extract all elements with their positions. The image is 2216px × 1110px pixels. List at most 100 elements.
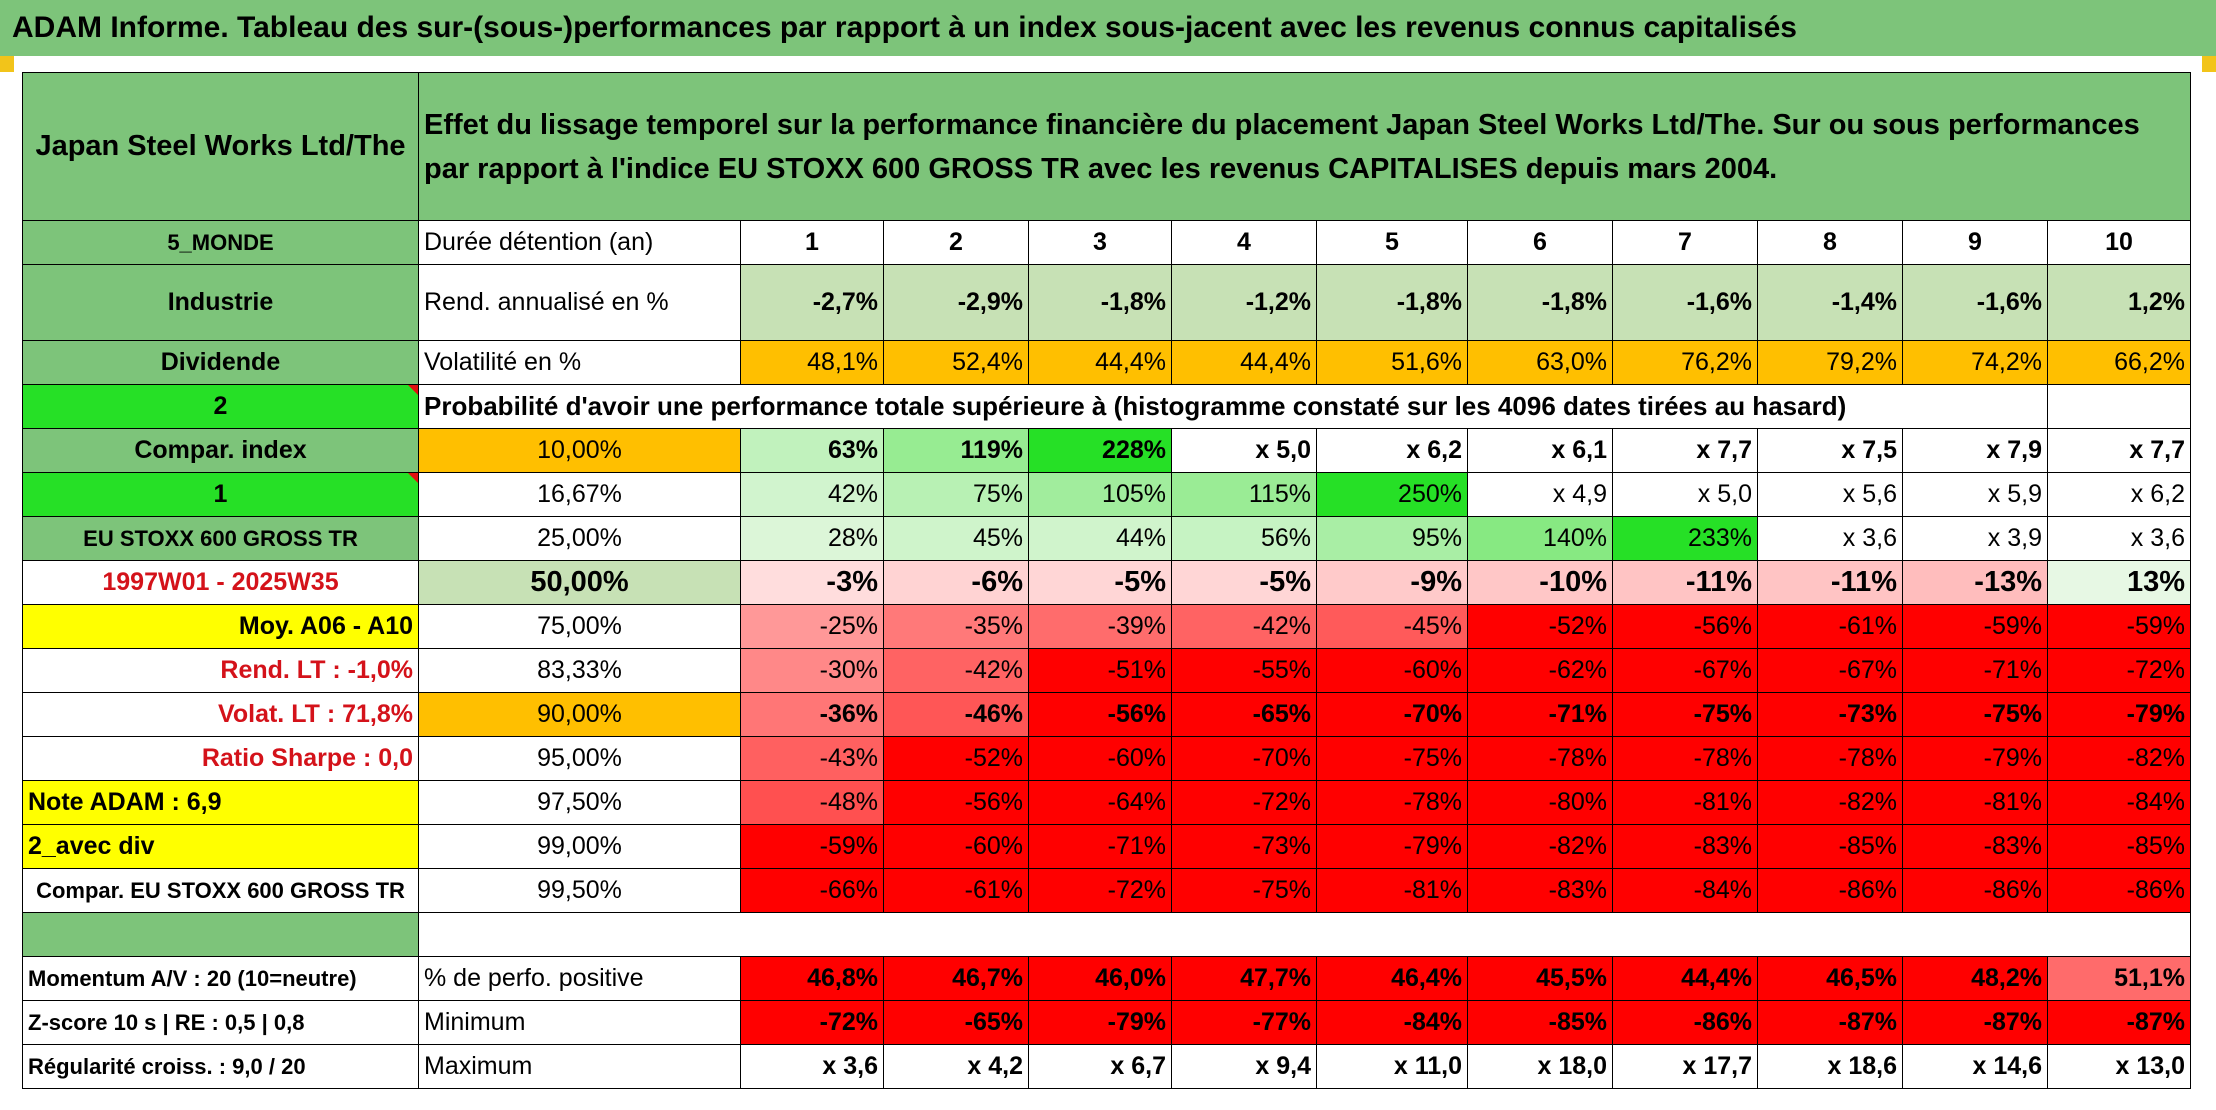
probability-cell: -25% bbox=[740, 604, 884, 649]
rend-cell: -2,7% bbox=[740, 264, 884, 341]
empty-cell bbox=[1902, 384, 2048, 429]
probability-cell: -43% bbox=[740, 736, 884, 781]
probability-cell: -83% bbox=[1467, 868, 1613, 913]
volat-lt-label: Volat. LT : 71,8% bbox=[22, 692, 419, 737]
probability-cell: -51% bbox=[1028, 648, 1172, 693]
probability-cell: -70% bbox=[1316, 692, 1468, 737]
probability-cell: -72% bbox=[1028, 868, 1172, 913]
probability-cell: -5% bbox=[1028, 560, 1172, 605]
probability-cell: -10% bbox=[1467, 560, 1613, 605]
dividend-label: Dividende bbox=[22, 340, 419, 385]
probability-cell: -56% bbox=[1612, 604, 1758, 649]
probability-cell: 228% bbox=[1028, 428, 1172, 473]
probability-cell: -86% bbox=[1757, 868, 1903, 913]
probability-level: 16,67% bbox=[418, 472, 741, 517]
probability-cell: -83% bbox=[1902, 824, 2048, 869]
probability-cell: -60% bbox=[883, 824, 1029, 869]
probability-cell: -46% bbox=[883, 692, 1029, 737]
probability-cell: -73% bbox=[1171, 824, 1317, 869]
probability-cell: -81% bbox=[1316, 868, 1468, 913]
probability-cell: -36% bbox=[740, 692, 884, 737]
probability-cell: -56% bbox=[883, 780, 1029, 825]
probability-cell: -84% bbox=[2047, 780, 2191, 825]
probability-cell: x 3,6 bbox=[1757, 516, 1903, 561]
pct-positive-cell: 47,7% bbox=[1171, 956, 1317, 1001]
probability-cell: -61% bbox=[1757, 604, 1903, 649]
probability-cell: -67% bbox=[1757, 648, 1903, 693]
probability-cell: -78% bbox=[1612, 736, 1758, 781]
probability-cell: -60% bbox=[1316, 648, 1468, 693]
maximum-cell: x 14,6 bbox=[1902, 1044, 2048, 1089]
probability-cell: -42% bbox=[883, 648, 1029, 693]
vol-cell: 48,1% bbox=[740, 340, 884, 385]
probability-cell: -78% bbox=[1757, 736, 1903, 781]
col-header: 5 bbox=[1316, 220, 1468, 265]
vol-cell: 51,6% bbox=[1316, 340, 1468, 385]
col-header: 6 bbox=[1467, 220, 1613, 265]
empty-cell bbox=[2047, 384, 2191, 429]
probability-cell: -84% bbox=[1612, 868, 1758, 913]
probability-cell: x 7,7 bbox=[1612, 428, 1758, 473]
minimum-cell: -87% bbox=[1757, 1000, 1903, 1045]
probability-cell: -45% bbox=[1316, 604, 1468, 649]
pct-positive-cell: 46,8% bbox=[740, 956, 884, 1001]
minimum-cell: -84% bbox=[1316, 1000, 1468, 1045]
minimum-cell: -87% bbox=[1902, 1000, 2048, 1045]
probability-cell: -80% bbox=[1467, 780, 1613, 825]
minimum-cell: -77% bbox=[1171, 1000, 1317, 1045]
probability-cell: x 7,5 bbox=[1757, 428, 1903, 473]
compar-full-label: Compar. EU STOXX 600 GROSS TR bbox=[22, 868, 419, 913]
probability-cell: -71% bbox=[1467, 692, 1613, 737]
probability-cell: 233% bbox=[1612, 516, 1758, 561]
sharpe-label: Ratio Sharpe : 0,0 bbox=[22, 736, 419, 781]
maximum-cell: x 18,0 bbox=[1467, 1044, 1613, 1089]
vol-cell: 66,2% bbox=[2047, 340, 2191, 385]
minimum-label: Minimum bbox=[418, 1000, 741, 1045]
maximum-cell: x 18,6 bbox=[1757, 1044, 1903, 1089]
maximum-cell: x 6,7 bbox=[1028, 1044, 1172, 1089]
probability-cell: -79% bbox=[1316, 824, 1468, 869]
probability-cell: x 6,1 bbox=[1467, 428, 1613, 473]
minimum-cell: -72% bbox=[740, 1000, 884, 1045]
probability-cell: -86% bbox=[1902, 868, 2048, 913]
probability-cell: 75% bbox=[883, 472, 1029, 517]
probability-level: 90,00% bbox=[418, 692, 741, 737]
minimum-cell: -79% bbox=[1028, 1000, 1172, 1045]
probability-cell: -59% bbox=[1902, 604, 2048, 649]
probability-level: 99,00% bbox=[418, 824, 741, 869]
report-title: ADAM Informe. Tableau des sur-(sous-)per… bbox=[0, 0, 2216, 56]
pct-positive-cell: 51,1% bbox=[2047, 956, 2191, 1001]
vol-cell: 79,2% bbox=[1757, 340, 1903, 385]
maximum-cell: x 9,4 bbox=[1171, 1044, 1317, 1089]
probability-cell: -85% bbox=[2047, 824, 2191, 869]
minimum-cell: -85% bbox=[1467, 1000, 1613, 1045]
selector-1[interactable]: 1 bbox=[22, 472, 419, 517]
probability-cell: 45% bbox=[883, 516, 1029, 561]
minimum-cell: -65% bbox=[883, 1000, 1029, 1045]
div-mode-label: 2_avec div bbox=[22, 824, 419, 869]
probability-cell: -3% bbox=[740, 560, 884, 605]
asset-name: Japan Steel Works Ltd/The bbox=[22, 72, 419, 221]
minimum-cell: -87% bbox=[2047, 1000, 2191, 1045]
minimum-cell: -86% bbox=[1612, 1000, 1758, 1045]
probability-cell: 44% bbox=[1028, 516, 1172, 561]
probability-cell: -39% bbox=[1028, 604, 1172, 649]
left-edge-marker bbox=[0, 56, 14, 72]
probability-cell: -42% bbox=[1171, 604, 1317, 649]
selector-2[interactable]: 2 bbox=[22, 384, 419, 429]
col-header: 8 bbox=[1757, 220, 1903, 265]
pct-positive-cell: 45,5% bbox=[1467, 956, 1613, 1001]
probability-cell: -81% bbox=[1902, 780, 2048, 825]
rend-cell: -1,8% bbox=[1467, 264, 1613, 341]
probability-level: 83,33% bbox=[418, 648, 741, 693]
period-label: 1997W01 - 2025W35 bbox=[22, 560, 419, 605]
pct-positive-cell: 46,5% bbox=[1757, 956, 1903, 1001]
probability-cell: -35% bbox=[883, 604, 1029, 649]
probability-cell: 140% bbox=[1467, 516, 1613, 561]
rend-cell: -2,9% bbox=[883, 264, 1029, 341]
regularite-label: Régularité croiss. : 9,0 / 20 bbox=[22, 1044, 419, 1089]
region-label: 5_MONDE bbox=[22, 220, 419, 265]
spacer-green bbox=[22, 912, 419, 957]
probability-cell: -71% bbox=[1902, 648, 2048, 693]
index-name-label: EU STOXX 600 GROSS TR bbox=[22, 516, 419, 561]
